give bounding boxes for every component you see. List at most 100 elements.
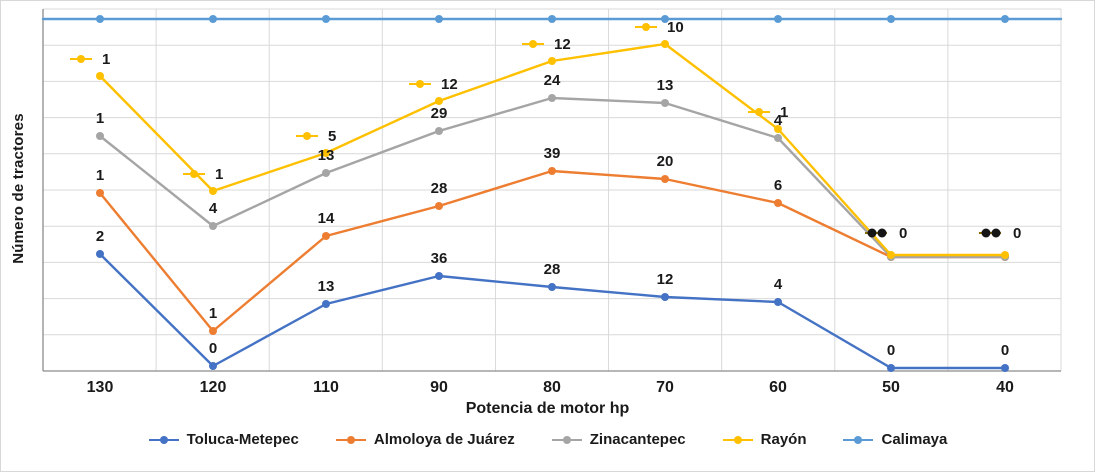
series-marker [209, 15, 217, 23]
series-marker [548, 167, 556, 175]
x-axis-title: Potencia de motor hp [465, 400, 630, 417]
series-marker [1001, 251, 1009, 259]
data-label: 36 [431, 250, 448, 267]
label-key-marker [190, 170, 198, 178]
data-label: 2 [96, 228, 104, 245]
series-marker [209, 327, 217, 335]
series-marker [1001, 364, 1009, 372]
legend-item-zinacantepec[interactable]: Zinacantepec [551, 431, 686, 448]
data-label: 0 [1001, 342, 1009, 359]
legend-item-almoloya-de-juarez[interactable]: Almoloya de Juárez [335, 431, 515, 448]
series-marker [887, 15, 895, 23]
series-marker [209, 362, 217, 370]
label-key-marker [416, 80, 424, 88]
data-label: 6 [774, 177, 782, 194]
data-label: 0 [899, 225, 907, 242]
legend-key-icon [148, 435, 179, 444]
data-label: 10 [667, 19, 684, 36]
legend-key-icon [843, 435, 874, 444]
legend-key-icon [551, 435, 582, 444]
x-tick-label: 60 [769, 379, 787, 396]
data-label: 0 [209, 340, 217, 357]
legend-label: Zinacantepec [589, 431, 686, 448]
series-marker [548, 15, 556, 23]
label-key-marker [755, 108, 763, 116]
data-label: 13 [318, 278, 335, 295]
legend-item-toluca-metepec[interactable]: Toluca-Metepec [148, 431, 299, 448]
x-tick-label: 110 [313, 379, 339, 396]
data-label: 4 [774, 276, 783, 293]
series-marker [209, 187, 217, 195]
data-label: 14 [318, 210, 335, 227]
legend-item-rayon[interactable]: Rayón [722, 431, 807, 448]
data-label: 12 [441, 76, 458, 93]
legend-label: Calimaya [881, 431, 948, 448]
series-marker [435, 127, 443, 135]
series-marker [774, 134, 782, 142]
series-marker [322, 300, 330, 308]
x-tick-label: 130 [87, 379, 114, 396]
series-marker [887, 251, 895, 259]
data-label: 24 [544, 72, 561, 89]
series-marker [774, 298, 782, 306]
series-marker [209, 222, 217, 230]
series-marker [774, 199, 782, 207]
data-label: 20 [657, 153, 674, 170]
x-tick-label: 70 [656, 379, 674, 396]
legend-label: Toluca-Metepec [186, 431, 299, 448]
merged-key-marker [867, 228, 877, 238]
x-tick-label: 50 [882, 379, 900, 396]
series-marker [774, 125, 782, 133]
legend: Toluca-Metepec Almoloya de Juárez Zinaca… [1, 431, 1094, 448]
data-label: 28 [431, 180, 448, 197]
data-label: 1 [96, 110, 104, 127]
series-marker [435, 272, 443, 280]
series-marker [661, 293, 669, 301]
data-label: 13 [657, 77, 674, 94]
series-marker [435, 202, 443, 210]
series-marker [322, 149, 330, 157]
series-marker [96, 72, 104, 80]
series-marker [322, 232, 330, 240]
series-marker [96, 132, 104, 140]
series-line [98, 169, 1007, 333]
legend-label: Almoloya de Juárez [373, 431, 515, 448]
data-label: 29 [431, 105, 448, 122]
label-key-marker [642, 23, 650, 31]
x-tick-label: 120 [200, 379, 227, 396]
data-label: 1 [215, 166, 223, 183]
series-marker [322, 169, 330, 177]
legend-label: Rayón [760, 431, 807, 448]
data-label: 4 [774, 112, 783, 129]
series-marker [548, 283, 556, 291]
series-marker [661, 15, 669, 23]
series-marker [774, 15, 782, 23]
legend-item-calimaya[interactable]: Calimaya [842, 431, 947, 448]
series-marker [661, 175, 669, 183]
label-key-marker [77, 55, 85, 63]
series-marker [661, 99, 669, 107]
data-label: 4 [209, 200, 218, 217]
data-label: 0 [887, 342, 895, 359]
data-label: 39 [544, 145, 561, 162]
data-label: 0 [1013, 225, 1021, 242]
series-marker [322, 15, 330, 23]
data-label: 1 [209, 305, 217, 322]
series-marker [96, 189, 104, 197]
series-marker [96, 250, 104, 258]
merged-key-marker [981, 228, 991, 238]
data-label: 13 [318, 147, 335, 164]
series-marker [887, 364, 895, 372]
series-marker [548, 57, 556, 65]
series-marker [548, 94, 556, 102]
series-marker [1001, 15, 1009, 23]
data-label: 12 [657, 271, 674, 288]
data-label: 1 [102, 51, 110, 68]
label-key-marker [529, 40, 537, 48]
series-marker [661, 40, 669, 48]
series-marker [435, 97, 443, 105]
data-label: 5 [328, 128, 336, 145]
x-tick-label: 90 [430, 379, 448, 396]
x-tick-label: 80 [543, 379, 561, 396]
